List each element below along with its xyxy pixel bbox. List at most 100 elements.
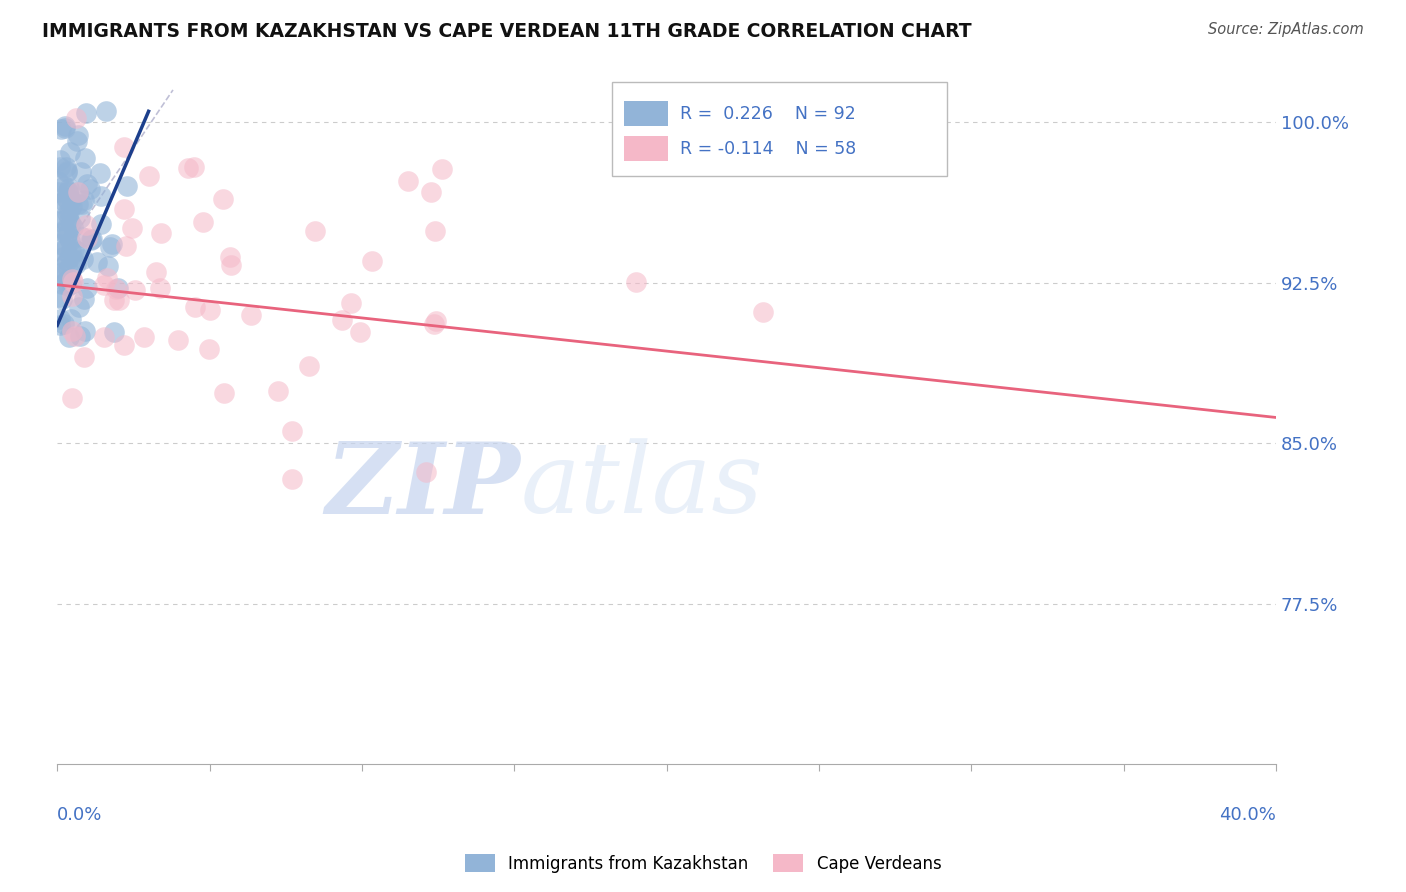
Point [59,193,82,207]
Point [419,185,441,199]
Point [51,277,73,291]
Point [89,166,111,180]
Point [94,104,117,119]
Point [60,277,83,292]
Point [108,293,131,308]
Point [70,196,93,211]
Point [48,318,70,332]
Point [56,165,79,179]
Text: ZIP: ZIP [325,438,520,534]
Point [73,292,96,306]
Point [63,329,86,343]
Point [56,226,79,240]
Point [166,334,188,348]
Point [183,160,205,174]
Text: atlas: atlas [520,438,763,533]
Point [58,261,80,276]
Point [221,259,243,273]
Point [112,140,135,154]
Point [46,174,69,188]
Point [76,231,98,245]
Point [59,145,82,159]
Point [624,275,647,289]
Text: IMMIGRANTS FROM KAZAKHSTAN VS CAPE VERDEAN 11TH GRADE CORRELATION CHART: IMMIGRANTS FROM KAZAKHSTAN VS CAPE VERDE… [42,22,972,41]
Point [145,265,167,279]
Point [422,318,444,332]
Point [304,224,326,238]
Point [198,302,221,317]
FancyBboxPatch shape [612,82,946,177]
Point [80,232,103,246]
Point [51,265,73,279]
Point [49,312,72,326]
Point [59,217,82,231]
Point [48,290,70,304]
Point [51,292,73,306]
Point [48,237,70,252]
Point [349,326,371,340]
Point [103,293,125,307]
Point [72,252,94,267]
Point [56,184,79,198]
Point [86,255,108,269]
Point [425,224,447,238]
Text: 0.0%: 0.0% [58,806,103,824]
Point [150,226,173,240]
Point [105,282,128,296]
Point [67,300,90,314]
Point [115,179,138,194]
Point [66,185,89,199]
Point [80,233,103,247]
Point [198,342,221,356]
Text: 40.0%: 40.0% [1219,806,1277,824]
Text: R = -0.114    N = 58: R = -0.114 N = 58 [681,139,856,158]
Point [177,161,200,175]
Point [72,351,94,365]
Point [62,392,84,406]
Point [330,313,353,327]
Point [52,243,75,257]
Point [69,165,91,179]
Point [62,272,84,286]
Point [115,238,138,252]
Point [93,329,115,343]
Point [48,261,70,276]
Point [76,281,98,295]
Point [58,272,80,286]
Point [52,250,75,264]
Point [112,202,135,217]
Point [425,314,447,328]
Point [58,213,80,227]
Point [93,277,115,292]
Point [212,192,235,206]
Point [49,160,72,174]
Point [73,151,96,165]
Point [62,275,84,289]
Point [76,177,98,191]
Point [432,161,454,176]
Text: R =  0.226    N = 92: R = 0.226 N = 92 [681,104,856,123]
Point [52,223,75,237]
Point [191,215,214,229]
Point [56,278,79,293]
Point [107,281,129,295]
Point [53,121,76,136]
Point [212,385,235,400]
Point [56,206,79,220]
Point [134,330,156,344]
Point [58,204,80,219]
Point [360,254,382,268]
Point [69,329,91,343]
Point [267,384,290,398]
Point [46,213,69,227]
Point [58,330,80,344]
Point [752,305,775,319]
Point [48,186,70,200]
Point [63,242,86,256]
Point [79,182,101,196]
Point [56,164,79,178]
Point [75,218,97,232]
Point [149,280,172,294]
Point [51,122,73,136]
Point [219,250,242,264]
